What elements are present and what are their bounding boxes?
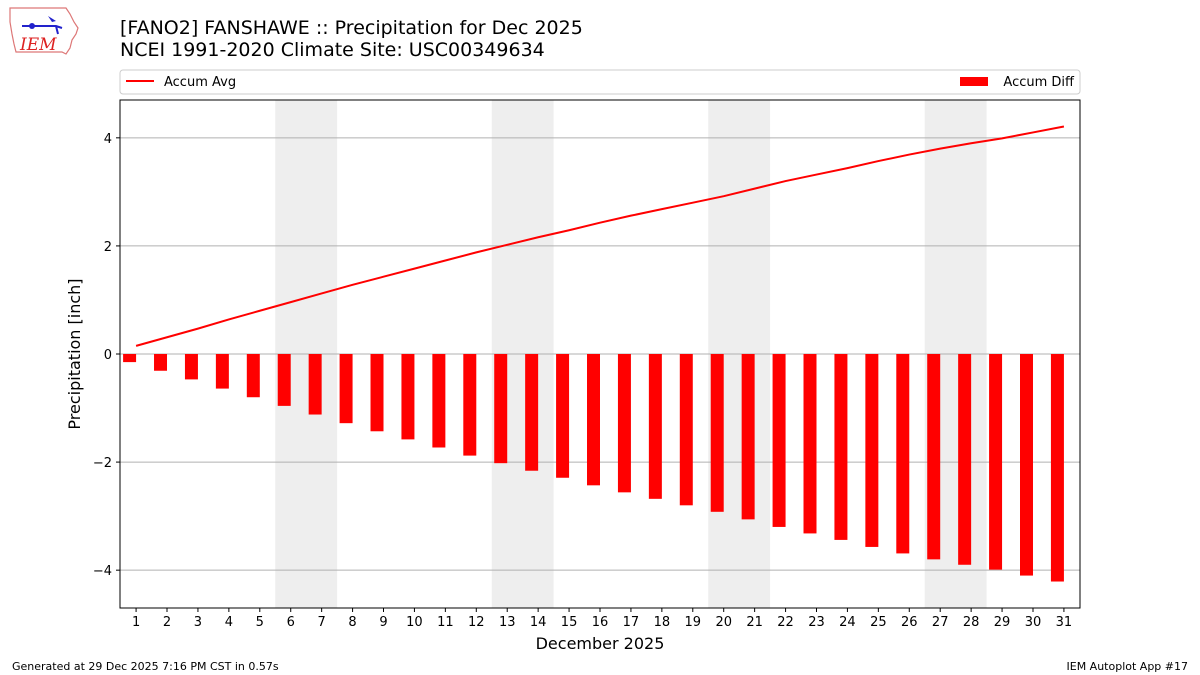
x-tick-label: 9	[379, 615, 387, 630]
bar-accum-diff	[927, 354, 941, 560]
bar-accum-diff	[154, 354, 168, 371]
x-tick-label: 28	[963, 615, 980, 630]
bar-accum-diff	[1050, 354, 1064, 582]
y-tick-label: 0	[104, 348, 112, 363]
bar-accum-diff	[215, 354, 229, 389]
bar-accum-diff	[803, 354, 817, 534]
x-tick-label: 31	[1056, 615, 1073, 630]
bar-accum-diff	[184, 354, 198, 380]
bar-accum-diff	[741, 354, 755, 520]
bar-accum-diff	[772, 354, 786, 527]
bar-accum-diff	[679, 354, 693, 506]
x-tick-label: 24	[839, 615, 856, 630]
legend-accum-avg: Accum Avg	[164, 75, 236, 90]
bar-accum-diff	[1020, 354, 1033, 576]
x-tick-label: 4	[225, 615, 233, 630]
bar-accum-diff	[958, 354, 972, 565]
x-tick-label: 7	[318, 615, 326, 630]
bar-accum-diff	[463, 354, 477, 456]
svg-text:IEM: IEM	[19, 35, 57, 55]
iem-logo: IEM	[9, 7, 79, 55]
x-tick-label: 6	[287, 615, 295, 630]
x-tick-label: 16	[592, 615, 609, 630]
bar-accum-diff	[525, 354, 539, 471]
chart-subtitle: NCEI 1991-2020 Climate Site: USC00349634	[120, 39, 545, 61]
x-tick-label: 5	[256, 615, 264, 630]
y-tick-label: 2	[104, 240, 112, 255]
bar-accum-diff	[834, 354, 848, 540]
x-tick-label: 10	[406, 615, 423, 630]
x-axis-label: December 2025	[536, 634, 665, 653]
bar-accum-diff	[246, 354, 260, 398]
bar-accum-diff	[370, 354, 384, 432]
x-tick-label: 2	[163, 615, 171, 630]
bar-accum-diff	[432, 354, 446, 448]
bar-accum-diff	[277, 354, 291, 406]
legend-bar-swatch	[960, 77, 988, 86]
bar-accum-diff	[556, 354, 570, 478]
bar-accum-diff	[896, 354, 910, 554]
x-tick-label: 14	[530, 615, 547, 630]
x-tick-label: 27	[932, 615, 949, 630]
y-tick-label: 4	[104, 132, 112, 147]
bar-accum-diff	[710, 354, 724, 512]
bar-accum-diff	[123, 354, 137, 363]
app-footer: IEM Autoplot App #17	[1066, 660, 1189, 673]
x-tick-label: 23	[808, 615, 825, 630]
x-tick-label: 29	[994, 615, 1011, 630]
y-tick-label: −2	[93, 456, 112, 471]
line-accum-avg	[135, 125, 1065, 347]
plot-frame	[119, 99, 1081, 609]
bar-accum-diff	[401, 354, 415, 440]
x-tick-label: 3	[194, 615, 202, 630]
x-tick-label: 17	[623, 615, 640, 630]
bar-accum-diff	[308, 354, 322, 415]
bar-accum-diff	[865, 354, 879, 547]
bar-accum-diff	[648, 354, 662, 499]
x-tick-label: 11	[437, 615, 454, 630]
chart-title: [FANO2] FANSHAWE :: Precipitation for De…	[120, 17, 583, 39]
x-tick-label: 18	[654, 615, 671, 630]
x-tick-label: 26	[901, 615, 918, 630]
bar-accum-diff	[587, 354, 600, 486]
generated-footer: Generated at 29 Dec 2025 7:16 PM CST in …	[12, 660, 279, 673]
x-tick-label: 12	[468, 615, 485, 630]
y-axis-label: Precipitation [inch]	[65, 278, 84, 429]
x-tick-label: 19	[685, 615, 702, 630]
x-tick-label: 20	[715, 615, 732, 630]
legend-box	[119, 69, 1081, 95]
bar-accum-diff	[989, 354, 1003, 570]
legend-accum-diff: Accum Diff	[1003, 75, 1075, 90]
x-tick-label: 21	[746, 615, 763, 630]
x-tick-label: 1	[132, 615, 140, 630]
x-tick-label: 22	[777, 615, 794, 630]
x-tick-label: 15	[561, 615, 578, 630]
bar-accum-diff	[494, 354, 508, 464]
y-tick-label: −4	[93, 564, 112, 579]
x-tick-label: 13	[499, 615, 516, 630]
bar-accum-diff	[617, 354, 631, 493]
x-tick-label: 8	[348, 615, 356, 630]
x-tick-label: 30	[1025, 615, 1042, 630]
bar-accum-diff	[339, 354, 353, 424]
x-tick-label: 25	[870, 615, 887, 630]
